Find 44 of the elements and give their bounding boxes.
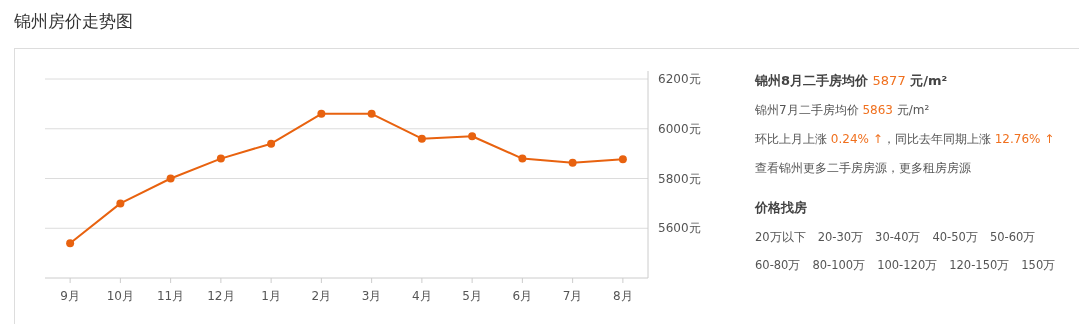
text: 30-40万 — [875, 230, 921, 244]
point — [166, 174, 175, 183]
x-tick-label: 7月 — [562, 289, 583, 303]
point — [518, 154, 527, 163]
y-tick-label: 5800元 — [658, 171, 701, 186]
y-tick-label: 6200元 — [658, 72, 701, 86]
x-tick-label: 6月 — [512, 289, 533, 303]
x-tick-label: 9月 — [60, 289, 80, 303]
text: 80-100万 — [812, 258, 866, 272]
text: 锦州7月二手房均价 5863 元/m² — [754, 103, 930, 117]
point — [66, 239, 75, 248]
text: 50-60万 — [989, 230, 1036, 244]
x-tick-label: 1月 — [261, 289, 281, 303]
point — [468, 132, 477, 141]
text: 40-50万 — [932, 230, 978, 244]
x-tick-label: 12月 — [207, 289, 235, 303]
point — [216, 154, 225, 163]
x-tick-label: 10月 — [106, 289, 135, 303]
text: 60-80万 — [755, 258, 801, 272]
text: 环比上月上涨 0.24% ↑，同比去年同期上涨 12.76% ↑ — [755, 132, 1055, 146]
text: 价格找房 — [754, 200, 807, 215]
x-tick-label: 5月 — [462, 289, 482, 303]
text: 查看锦州更多二手房房源，更多租房房源 — [755, 161, 971, 175]
y-tick-label: 6000元 — [658, 121, 701, 136]
x-tick-label: 2月 — [311, 289, 332, 303]
point — [267, 139, 276, 148]
x-tick-label: 8月 — [613, 289, 633, 303]
text: 20-30万 — [817, 230, 864, 244]
text: 100-120万 — [877, 258, 938, 272]
point — [417, 134, 426, 143]
y-tick-label: 5600元 — [658, 221, 701, 236]
point — [317, 109, 326, 118]
point — [367, 109, 376, 118]
text: 锦州8月二手房均价 5877 元/m² — [754, 73, 948, 88]
point — [568, 158, 577, 167]
text: 20万以下 — [755, 230, 806, 244]
x-tick-label: 3月 — [361, 289, 382, 303]
point — [116, 199, 125, 208]
text: 120-150万 — [949, 258, 1010, 272]
point — [618, 155, 627, 164]
x-tick-label: 4月 — [412, 289, 432, 303]
text: 150万 — [1021, 258, 1056, 272]
chart-title: 锦州房价走势图 — [13, 11, 133, 31]
x-tick-label: 11月 — [156, 289, 185, 303]
